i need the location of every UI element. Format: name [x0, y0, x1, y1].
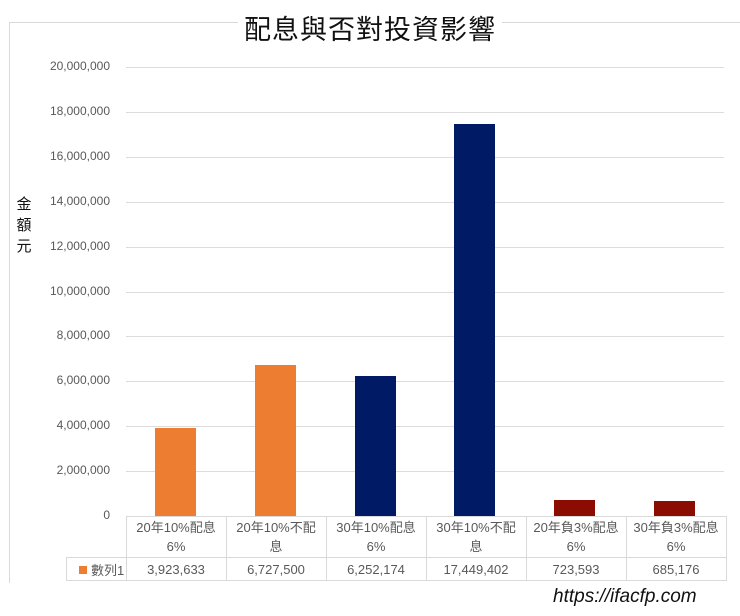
y-tick-label: 20,000,000: [49, 59, 110, 73]
category-label: 20年10%配息 6%: [125, 516, 227, 558]
category-label-line: 6%: [166, 539, 186, 554]
category-label-line: 30年負3%配息: [633, 520, 719, 535]
category-label: 20年負3%配息 6%: [525, 516, 627, 558]
gridline: [126, 246, 724, 248]
y-tick-label: 0: [103, 508, 110, 522]
series-name: 數列1: [91, 562, 125, 578]
y-axis-label: 金 額 元: [14, 194, 34, 257]
gridline: [126, 336, 724, 338]
category-header-row: 20年10%配息 6% 20年10%不配息 30年10%配息 6% 30年10%不配息 20…: [66, 516, 727, 558]
gridline: [126, 201, 724, 203]
data-table: 20年10%配息 6% 20年10%不配息 30年10%配息 6% 30年10%不配息 20…: [66, 516, 727, 581]
legend-key: 數列1: [66, 557, 127, 581]
value-cell: 685,176: [625, 557, 727, 581]
y-tick-label: 18,000,000: [49, 103, 110, 118]
y-tick-label: 8,000,000: [56, 328, 110, 343]
value-cell: 6,727,500: [225, 557, 327, 581]
y-axis-label-char: 元: [16, 237, 32, 255]
chart-title: 配息與否對投資影響: [0, 8, 740, 47]
bar-3: [454, 124, 496, 516]
value-cell: 6,252,174: [325, 557, 427, 581]
bar-1: [255, 364, 296, 516]
category-label: 30年負3%配息 6%: [625, 516, 727, 558]
legend-swatch: [79, 566, 87, 575]
gridline: [126, 471, 724, 473]
bar-2: [354, 375, 396, 516]
gridline: [126, 156, 724, 158]
category-label-line: 6%: [366, 539, 386, 554]
category-label-line: 20年負3%配息: [533, 520, 619, 535]
value-cell: 17,449,402: [425, 557, 527, 581]
category-label-line: 20年10%配息: [136, 520, 216, 535]
category-label: 20年10%不配息: [225, 516, 327, 558]
category-label: 30年10%不配息: [425, 516, 527, 558]
y-tick-label: 4,000,000: [56, 418, 110, 433]
gridline: [126, 426, 724, 428]
gridline: [126, 67, 724, 68]
series-row: 數列1 3,923,633 6,727,500 6,252,174 17,449,40…: [66, 557, 727, 581]
y-tick-label: 2,000,000: [56, 463, 110, 478]
gridline: [126, 291, 724, 293]
category-label: 30年10%配息 6%: [325, 516, 427, 558]
y-tick-label: 16,000,000: [49, 148, 110, 163]
value-cell: 723,593: [525, 557, 627, 581]
y-tick-label: 10,000,000: [49, 283, 110, 298]
gridline: [126, 381, 724, 383]
category-label-line: 息: [469, 539, 483, 554]
category-label-line: 6%: [666, 539, 686, 554]
y-tick-label: 6,000,000: [56, 373, 110, 388]
bar-5: [653, 500, 695, 516]
category-label-line: 20年10%不配: [236, 520, 316, 535]
category-label-line: 6%: [566, 539, 586, 554]
y-tick-label: 14,000,000: [49, 193, 110, 208]
bar-4: [554, 499, 595, 516]
value-cell: 3,923,633: [125, 557, 227, 581]
category-label-line: 30年10%不配: [436, 520, 516, 535]
watermark-url: https://ifacfp.com: [553, 586, 697, 607]
bar-0: [155, 427, 197, 516]
gridline: [126, 111, 724, 113]
y-axis-label-char: 金: [16, 195, 32, 213]
y-axis-label-char: 額: [16, 216, 32, 234]
category-label-line: 息: [269, 539, 283, 554]
category-label-line: 30年10%配息: [336, 520, 416, 535]
y-tick-label: 12,000,000: [49, 238, 110, 253]
